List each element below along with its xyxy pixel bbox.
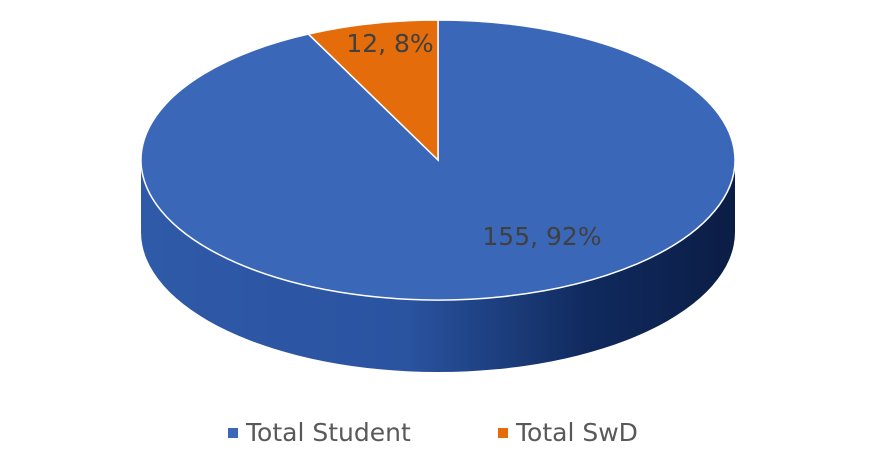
- pie-side: [141, 160, 735, 372]
- data-label: 12, 8%: [346, 29, 433, 58]
- legend-text: Total Student: [245, 418, 411, 447]
- data-label: 155, 92%: [482, 222, 601, 251]
- legend-swatch: [498, 428, 508, 438]
- legend-text: Total SwD: [515, 418, 638, 447]
- legend-swatch: [228, 428, 238, 438]
- pie-slice: [306, 19, 439, 162]
